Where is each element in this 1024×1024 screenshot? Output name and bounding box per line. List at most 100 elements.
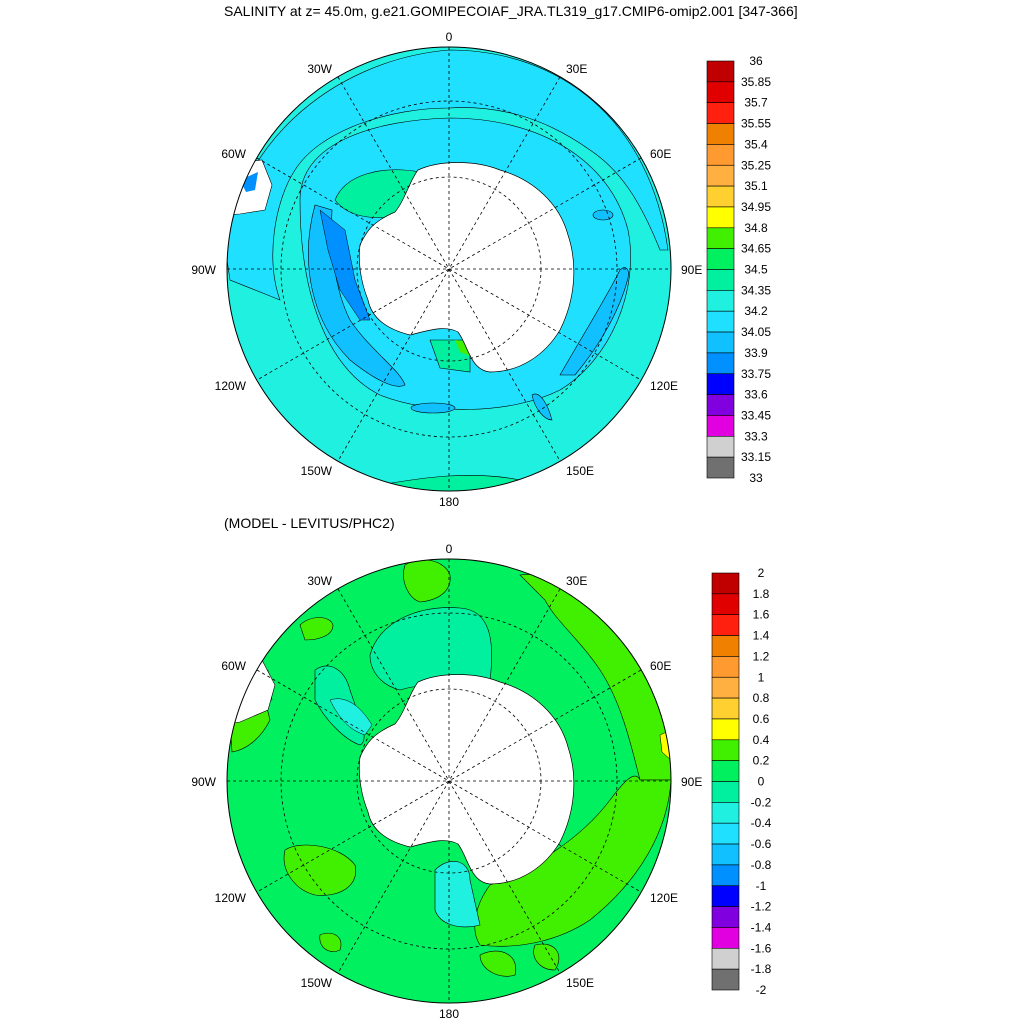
colorbar-label: 35.1 xyxy=(744,179,768,193)
colorbar-swatch xyxy=(706,185,735,208)
colorbar-label: 33.45 xyxy=(741,408,771,422)
lon-label-0-b: 0 xyxy=(446,542,453,556)
colorbar-label: 35.25 xyxy=(741,158,771,172)
colorbar-label: 1.4 xyxy=(753,629,770,643)
salinity-blob-3 xyxy=(592,209,614,221)
colorbar-label: 34.5 xyxy=(744,263,768,277)
colorbar-label: 34.35 xyxy=(741,283,771,297)
lon-label-60w: 60W xyxy=(221,147,246,161)
colorbar-label: 34.2 xyxy=(744,304,768,318)
colorbar-swatch xyxy=(706,394,735,416)
lon-label-150e: 150E xyxy=(566,464,594,478)
lon-label-120w: 120W xyxy=(215,379,247,393)
colorbar-swatch xyxy=(706,164,735,187)
lon-label-30w: 30W xyxy=(307,62,332,76)
colorbar-swatch xyxy=(711,572,740,595)
colorbar-swatch xyxy=(706,81,735,103)
colorbar-swatch xyxy=(711,864,740,887)
colorbar-label: -2 xyxy=(756,983,767,997)
colorbar-label: 36 xyxy=(749,54,763,68)
colorbar-swatch xyxy=(711,593,740,615)
diff-patch-southeast xyxy=(474,775,671,947)
lon-label-180: 180 xyxy=(439,495,459,509)
diff-patch-s2 xyxy=(479,950,517,977)
colorbar-swatch xyxy=(706,60,735,83)
lon-label-90e-b: 90E xyxy=(681,775,702,789)
salinity-field-33-9-east xyxy=(559,267,629,376)
colorbar-label: -0.8 xyxy=(751,858,772,872)
colorbar-label: -1 xyxy=(756,879,767,893)
colorbar-label: 0.4 xyxy=(753,733,770,747)
lon-label-120e-b: 120E xyxy=(650,891,678,905)
top-colorbar: 36 35.85 35.7 35.55 35.4 35.25 35.1 34.95 34.8 34… xyxy=(706,54,771,485)
colorbar-label: -1.6 xyxy=(751,941,772,955)
lon-label-120w-b: 120W xyxy=(215,891,247,905)
diff-patch-s3 xyxy=(533,943,560,971)
lon-label-60w-b: 60W xyxy=(221,659,246,673)
lon-label-150w-b: 150W xyxy=(301,976,333,990)
colorbar-swatch xyxy=(706,352,735,375)
colorbar-label: 35.4 xyxy=(744,137,768,151)
colorbar-label: 33.6 xyxy=(744,388,768,402)
colorbar-swatch xyxy=(706,331,735,354)
colorbar-label: 35.55 xyxy=(741,117,771,131)
colorbar-label: 33.15 xyxy=(741,450,771,464)
lon-label-150e-b: 150E xyxy=(566,976,594,990)
colorbar-label: 2 xyxy=(758,566,765,580)
colorbar-label: 1 xyxy=(758,670,765,684)
colorbar-swatch xyxy=(711,968,740,991)
colorbar-swatch xyxy=(706,290,735,312)
diff-field-ross-neg xyxy=(434,861,481,928)
bottom-longitude-labels: 0 30E 60E 90E 120E 150E 180 150W 120W 90… xyxy=(191,542,702,1021)
bottom-colorbar: 2 1.8 1.6 1.4 1.2 1 0.8 0.6 0.4 0.2 0 -0.2 -0.4 -0.6 -… xyxy=(711,566,772,997)
diff-patch-1 xyxy=(403,559,451,603)
lon-label-60e-b: 60E xyxy=(650,659,671,673)
salinity-blob-1 xyxy=(410,402,456,414)
top-map-border xyxy=(226,46,672,492)
colorbar-label: 33.9 xyxy=(744,346,768,360)
colorbar-swatch xyxy=(711,697,740,720)
colorbar-swatch xyxy=(711,822,740,845)
lon-label-120e: 120E xyxy=(650,379,678,393)
bottom-map-title: (MODEL - LEVITUS/PHC2) xyxy=(224,515,395,531)
lon-label-0: 0 xyxy=(446,30,453,44)
colorbar-label: 33.3 xyxy=(744,429,768,443)
colorbar-label: 1.8 xyxy=(753,587,770,601)
colorbar-label: -0.2 xyxy=(751,795,772,809)
colorbar-swatch xyxy=(711,885,740,907)
lon-label-150w: 150W xyxy=(301,464,333,478)
salinity-field-33-9-west xyxy=(308,204,406,387)
diff-patch-s1 xyxy=(319,932,342,952)
colorbar-label: 0.2 xyxy=(753,754,770,768)
colorbar-label: -1.4 xyxy=(751,920,772,934)
colorbar-label: -1.8 xyxy=(751,962,772,976)
lon-label-60e: 60E xyxy=(650,147,671,161)
colorbar-label: -0.6 xyxy=(751,837,772,851)
colorbar-label: 0 xyxy=(758,775,765,789)
antarctica-landmass xyxy=(358,162,575,373)
salinity-field-33-75-coast xyxy=(319,209,371,321)
colorbar-swatch xyxy=(711,802,740,824)
colorbar-label: 33.75 xyxy=(741,367,771,381)
colorbar-label: -1.2 xyxy=(751,900,772,914)
colorbar-swatch xyxy=(711,718,740,741)
colorbar-swatch xyxy=(706,310,735,333)
lon-label-90w: 90W xyxy=(191,263,216,277)
colorbar-swatch xyxy=(706,206,735,229)
colorbar-swatch xyxy=(711,739,740,761)
top-longitude-labels: 0 30E 60E 90E 120E 150E 180 150W 120W 90… xyxy=(191,30,702,509)
salinity-field-34-05-north xyxy=(227,49,669,301)
colorbar-swatch xyxy=(711,614,740,636)
lon-label-30w-b: 30W xyxy=(307,574,332,588)
colorbar-label: 34.65 xyxy=(741,242,771,256)
colorbar-swatch xyxy=(711,656,740,678)
bottom-graticule xyxy=(227,559,671,1003)
salinity-map: 0 30E 60E 90E 120E 150E 180 150W 120W 90… xyxy=(191,30,771,509)
colorbar-swatch xyxy=(706,373,735,395)
bottom-map-border xyxy=(226,558,672,1004)
lon-label-30e-b: 30E xyxy=(566,574,587,588)
colorbar-swatch xyxy=(706,123,735,145)
lon-label-30e: 30E xyxy=(566,62,587,76)
diff-patch-sw xyxy=(283,844,357,896)
